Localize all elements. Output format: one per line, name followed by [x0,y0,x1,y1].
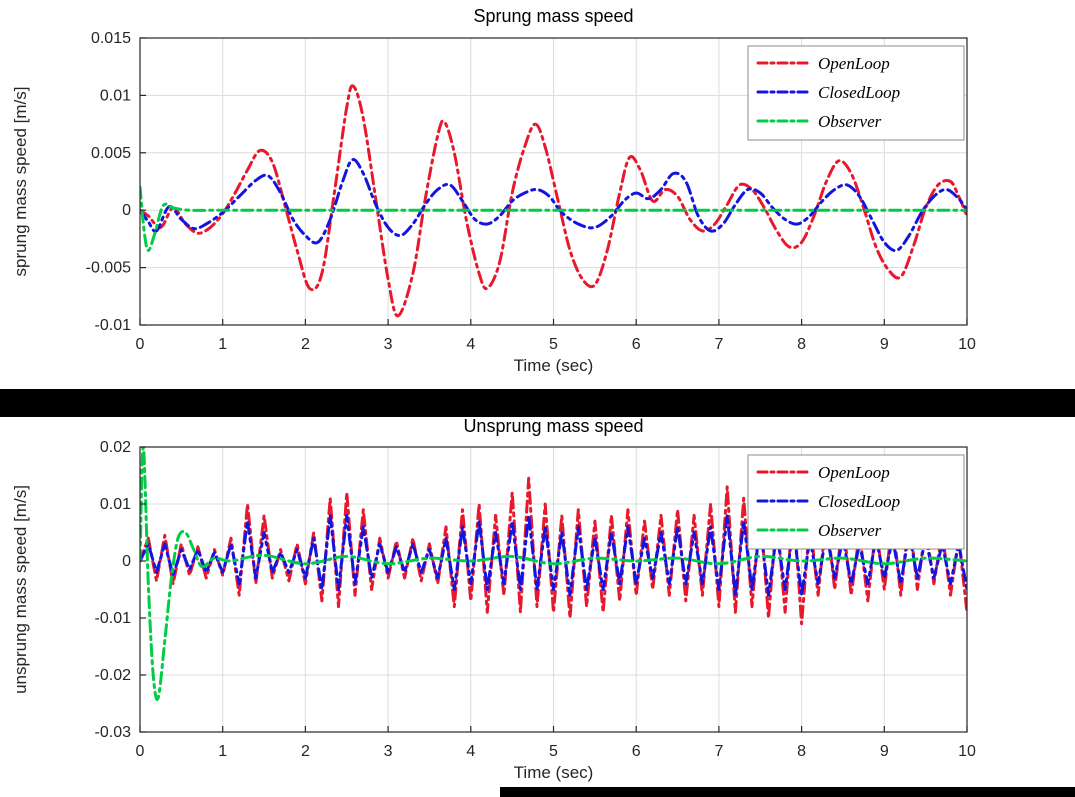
y-axis-label: unsprung mass speed [m/s] [11,485,30,694]
tick-marks [139,446,968,733]
y-tick-label: 0.015 [91,30,131,47]
chart-title: Sprung mass speed [473,6,633,26]
unsprung-mass-speed-chart: 0 1 2 3 4 5 6 7 8 9 10 -0.03 -0.02 -0.01 0 0.01 0.02 Unsp… [0,417,1075,797]
y-tick-label: -0.03 [95,724,132,741]
series-closedloop-line [140,158,967,253]
legend-label-closedloop: ClosedLoop [818,492,900,511]
x-tick-label: 7 [714,743,723,760]
y-tick-label: -0.02 [95,667,132,684]
x-tick-label: 4 [466,336,475,353]
y-tick-label: -0.01 [95,610,132,627]
x-tick-label: 2 [301,336,310,353]
legend-label-observer: Observer [818,521,882,540]
legend: OpenLoop ClosedLoop Observer [747,454,965,550]
x-tick-label: 9 [880,743,889,760]
y-tick-label: 0.01 [100,496,131,513]
y-axis-label: sprung mass speed [m/s] [11,87,30,277]
legend-label-openloop: OpenLoop [818,463,890,482]
unsprung-mass-speed-plot: 0 1 2 3 4 5 6 7 8 9 10 -0.03 -0.02 -0.01 0 0.01 0.02 Unsp… [11,417,976,782]
y-tick-label: 0.02 [100,439,131,456]
series-group [140,84,967,318]
chart-title: Unsprung mass speed [463,417,643,436]
y-tick-label: 0.005 [91,145,131,162]
legend-label-openloop: OpenLoop [818,54,890,73]
x-axis-label: Time (sec) [514,763,594,782]
series-openloop-line [140,84,967,318]
x-tick-label: 3 [384,743,393,760]
tick-marks [139,37,968,326]
y-tick-label: 0 [122,202,131,219]
sprung-mass-speed-chart: 0 1 2 3 4 5 6 7 8 9 10 -0.01 -0.005 0 0.005 0.01 0.015 Sp… [0,0,1075,389]
y-tick-label: 0.01 [100,87,131,104]
legend-label-observer: Observer [818,112,882,131]
legend-label-closedloop: ClosedLoop [818,83,900,102]
x-tick-label: 1 [218,336,227,353]
x-tick-label: 5 [549,336,558,353]
x-tick-label: 6 [632,336,641,353]
x-tick-label: 7 [714,336,723,353]
x-tick-label: 10 [958,336,976,353]
series-observer-line [140,447,967,701]
x-tick-label: 6 [632,743,641,760]
legend: OpenLoop ClosedLoop Observer [747,45,965,141]
y-tick-label: -0.01 [95,317,132,334]
sprung-mass-speed-plot: 0 1 2 3 4 5 6 7 8 9 10 -0.01 -0.005 0 0.005 0.01 0.015 Sp… [11,6,976,375]
x-tick-label: 2 [301,743,310,760]
x-tick-label: 5 [549,743,558,760]
bottom-crop-bar [500,787,1075,797]
y-tick-label: 0 [122,553,131,570]
x-tick-label: 4 [466,743,475,760]
series-observer-line [140,185,967,252]
x-tick-label: 3 [384,336,393,353]
x-axis-label: Time (sec) [514,356,594,375]
x-tick-label: 8 [797,336,806,353]
x-tick-label: 9 [880,336,889,353]
x-tick-label: 1 [218,743,227,760]
x-tick-label: 0 [136,743,145,760]
x-tick-label: 0 [136,336,145,353]
x-tick-label: 8 [797,743,806,760]
separator-bar [0,389,1075,417]
y-tick-label: -0.005 [86,260,131,277]
x-tick-label: 10 [958,743,976,760]
